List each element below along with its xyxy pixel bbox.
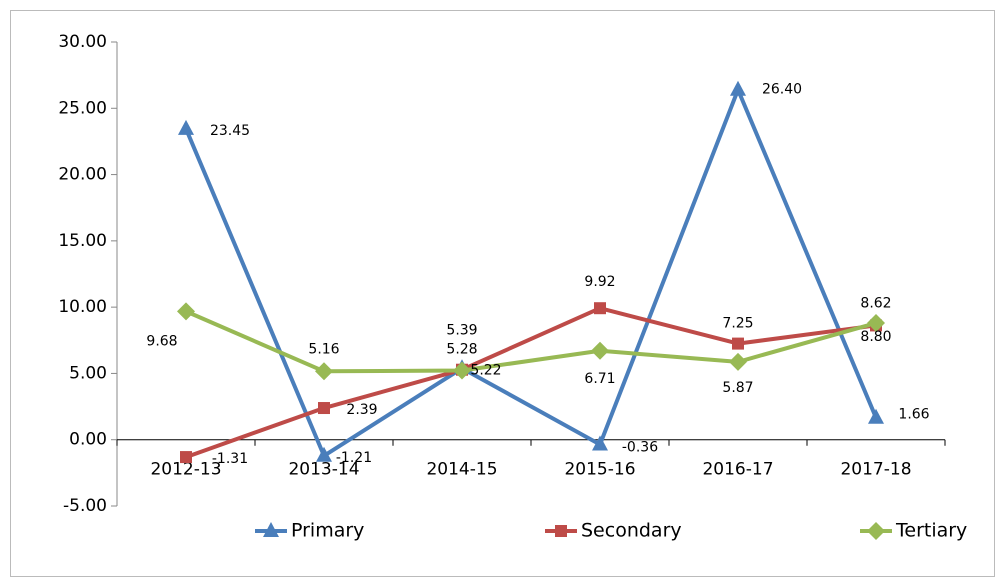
x-tick-label: 2016-17 <box>702 460 773 480</box>
legend-label: Primary <box>291 520 364 542</box>
data-point <box>315 362 333 381</box>
data-point <box>729 352 747 371</box>
series-line <box>184 87 878 458</box>
data-label: 8.80 <box>860 329 891 345</box>
legend-marker <box>263 522 279 537</box>
y-tick-label: 0.00 <box>69 430 107 450</box>
data-point <box>732 337 744 350</box>
y-tick-label: 20.00 <box>58 165 107 185</box>
data-point <box>868 408 884 424</box>
y-tick-label: 5.00 <box>69 363 107 383</box>
data-point <box>453 361 471 380</box>
chart-border <box>10 10 995 577</box>
y-tick-label: 25.00 <box>58 98 107 118</box>
y-tick-label: 15.00 <box>58 231 107 251</box>
data-point <box>180 451 192 464</box>
data-point <box>867 314 885 333</box>
data-point <box>592 435 608 451</box>
data-point <box>730 80 746 96</box>
data-label: 5.22 <box>470 363 501 379</box>
data-label: 5.28 <box>446 342 477 358</box>
legend-marker <box>867 522 885 540</box>
data-point <box>591 341 609 360</box>
x-tick-label: 2014-15 <box>426 460 497 480</box>
y-tick-label: 10.00 <box>58 297 107 317</box>
data-label: -1.31 <box>212 451 248 467</box>
data-label: 1.66 <box>898 407 929 423</box>
legend-label: Secondary <box>581 520 682 542</box>
data-label: 2.39 <box>346 402 377 418</box>
data-point <box>178 119 194 135</box>
series-line <box>185 306 877 459</box>
y-tick-label: 30.00 <box>58 32 107 52</box>
data-point <box>318 402 330 415</box>
x-tick-label: 2017-18 <box>840 460 911 480</box>
data-label: 5.16 <box>308 341 339 357</box>
data-label: 5.39 <box>446 322 477 338</box>
x-tick-label: 2013-14 <box>288 460 359 480</box>
y-tick-label: -5.00 <box>63 496 107 516</box>
x-tick-label: 2012-13 <box>150 460 221 480</box>
data-point <box>177 302 195 321</box>
data-label: 7.25 <box>722 316 753 332</box>
data-label: 5.87 <box>722 380 753 396</box>
legend-marker <box>555 525 567 537</box>
data-label: 23.45 <box>210 123 250 139</box>
data-label: 8.62 <box>860 295 891 311</box>
data-label: 6.71 <box>584 371 615 387</box>
series-line <box>185 309 877 374</box>
data-point <box>316 446 332 462</box>
data-point <box>594 302 606 315</box>
data-label: 9.68 <box>146 333 177 349</box>
data-label: -1.21 <box>336 450 372 466</box>
data-label: 9.92 <box>584 274 615 290</box>
legend-label: Tertiary <box>895 520 967 542</box>
data-label: 26.40 <box>762 82 802 98</box>
data-label: -0.36 <box>622 439 658 455</box>
x-tick-label: 2015-16 <box>564 460 635 480</box>
